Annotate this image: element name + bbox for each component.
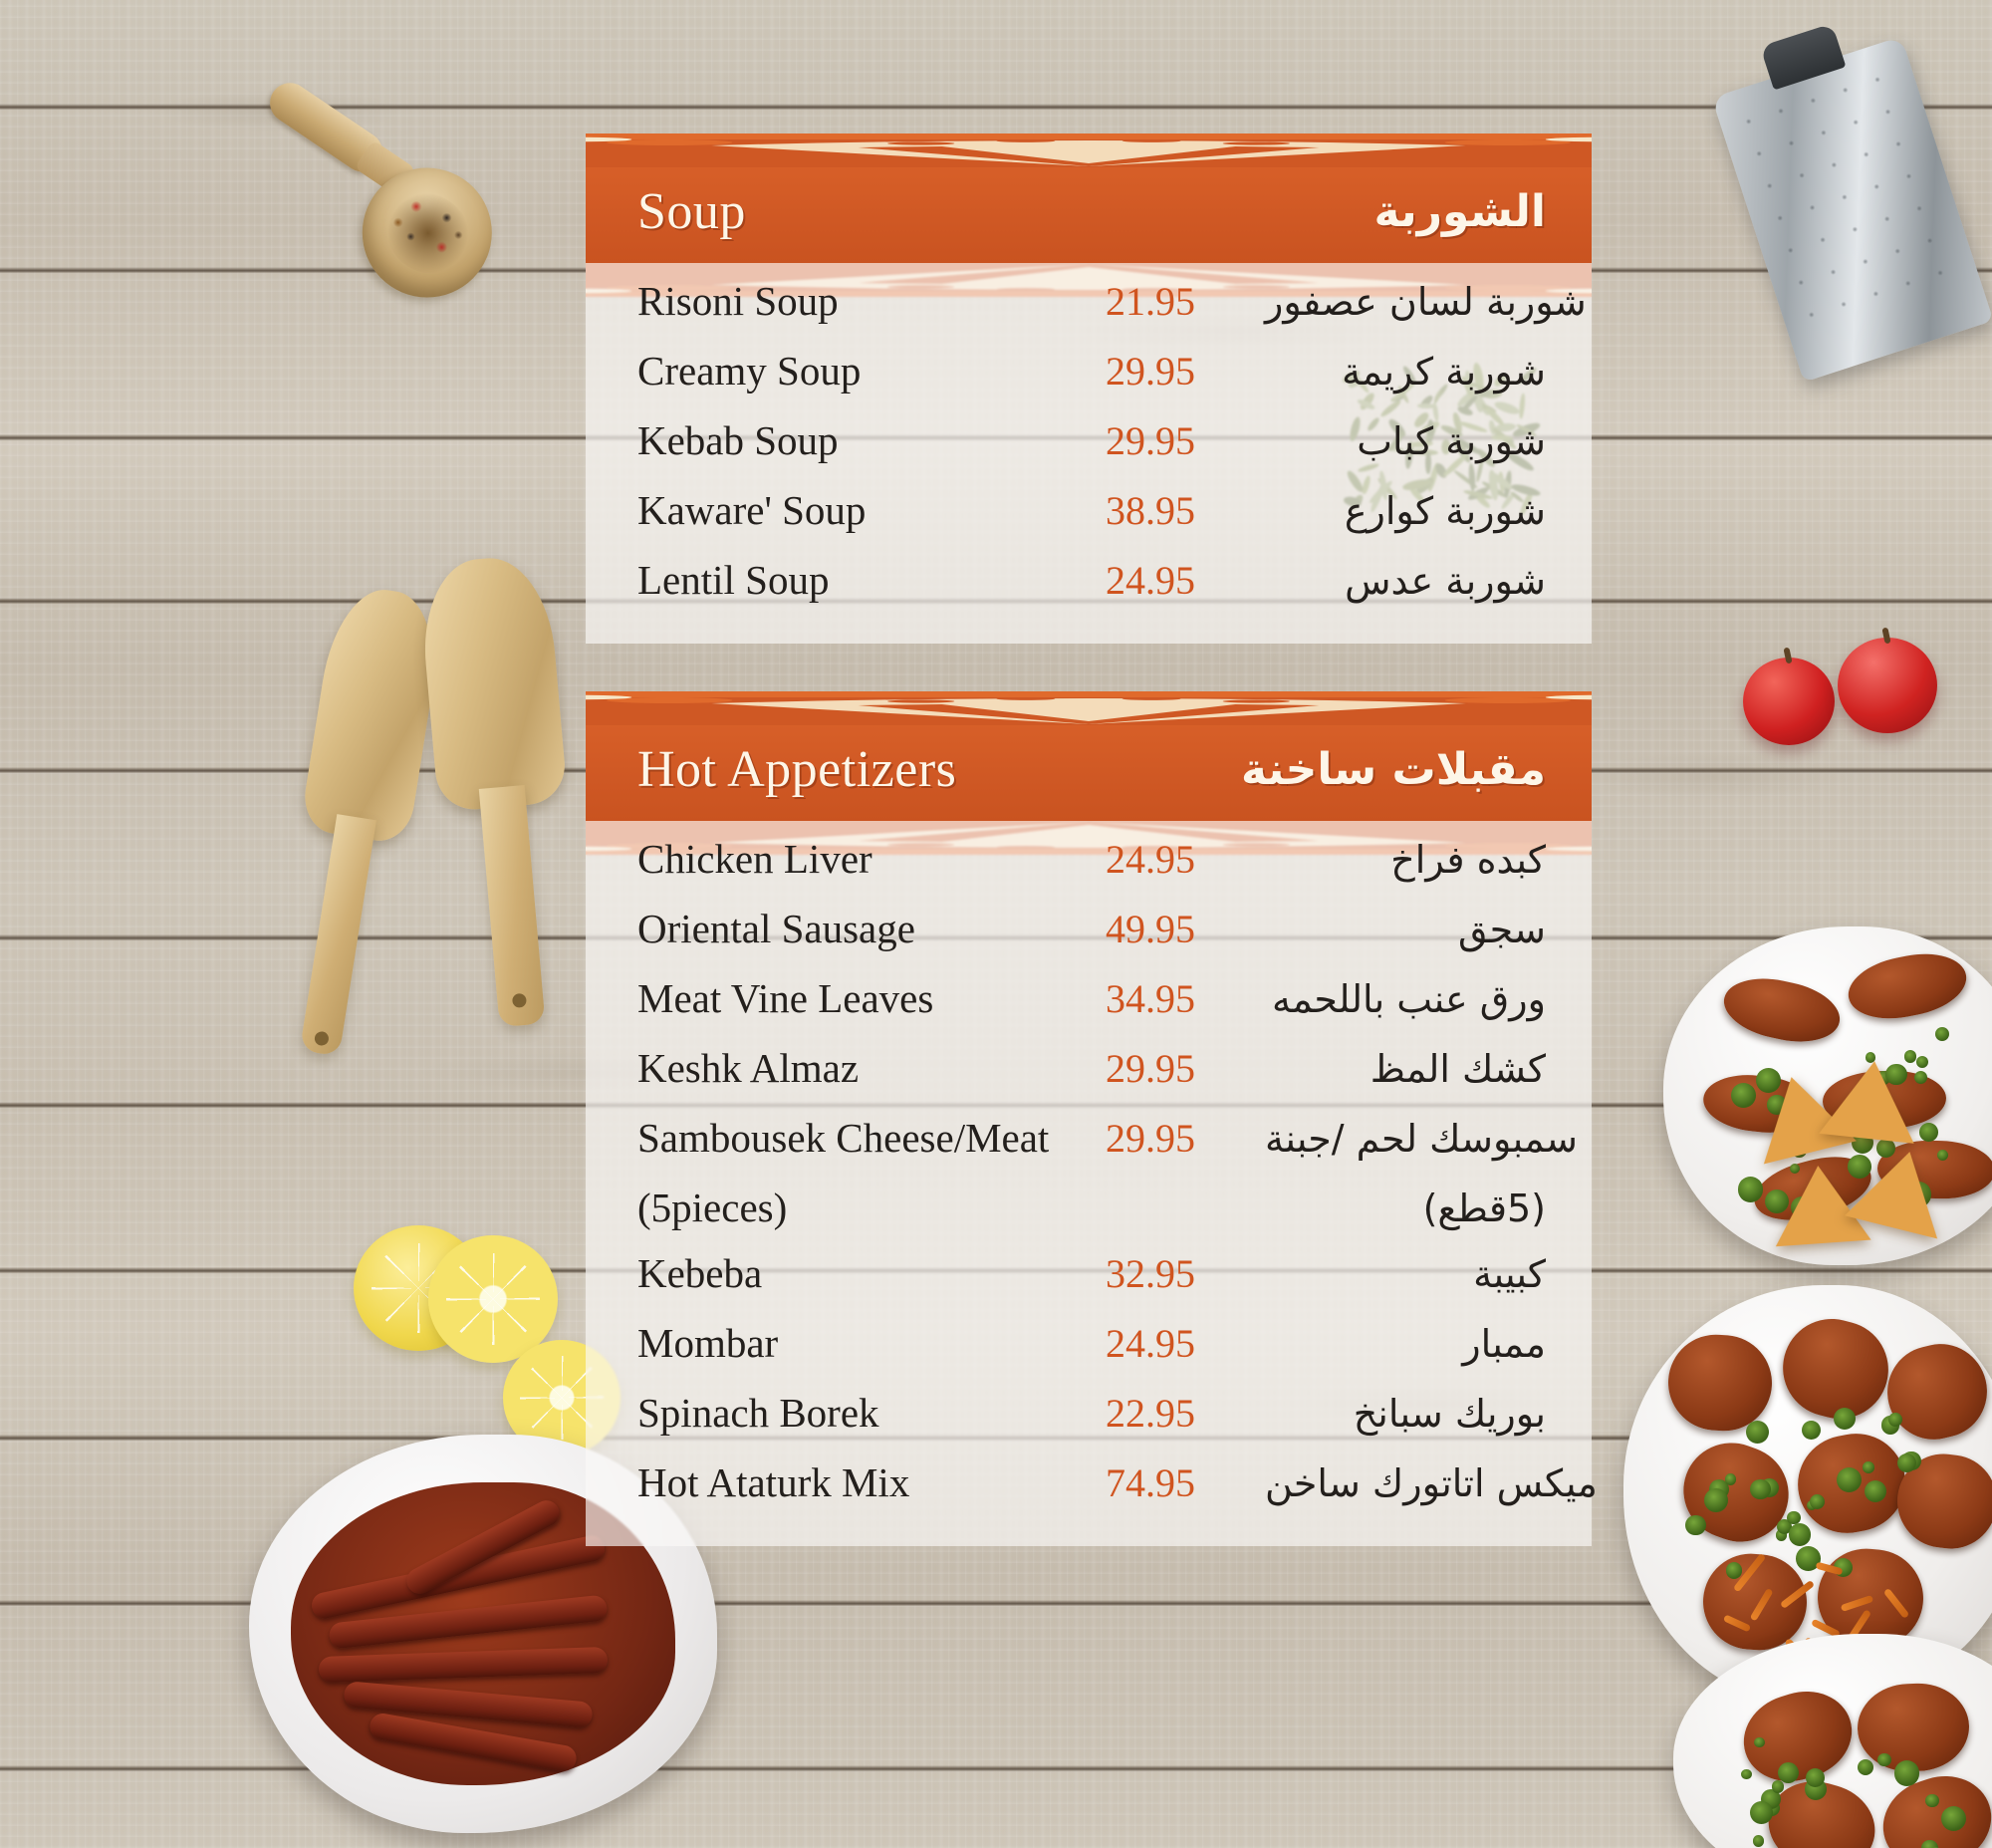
section-title-ar: الشوربة [1374, 190, 1547, 240]
menu-section-soup: Soup الشوربة Risoni So [586, 167, 1592, 644]
menu-item-price: 32.95 [1106, 1250, 1265, 1297]
menu-item-row: Chicken Liver 24.95 كبده فراخ [637, 829, 1546, 899]
menu-item-price: 24.95 [1106, 1320, 1265, 1367]
menu-item-name-ar: شوربة عدس [1265, 559, 1546, 603]
menu-item-price: 24.95 [1106, 836, 1265, 883]
menu-item-row: Creamy Soup 29.95 شوربة كريمة [637, 341, 1546, 410]
menu-item-price: 29.95 [1106, 417, 1265, 464]
menu-item-row: Meat Vine Leaves 34.95 ورق عنب باللحمه [637, 968, 1546, 1038]
menu-item-row: Oriental Sausage 49.95 سجق [637, 899, 1546, 968]
menu-item-name-ar: سمبوسك لحم /جبنة [1265, 1117, 1578, 1161]
menu-item-price: 21.95 [1106, 278, 1265, 325]
menu-item-name-en: Spinach Borek [637, 1389, 1106, 1437]
section-header-hot-appetizers: Hot Appetizers مقبلات ساخنة [586, 725, 1592, 821]
menu-item-name-ar: بوريك سبانخ [1265, 1392, 1546, 1436]
menu-item-name-ar: شوربة كباب [1265, 419, 1546, 463]
menu-item-name-ar: ميكس اتاتورك ساخن [1265, 1461, 1598, 1505]
menu-item-name-en: Keshk Almaz [637, 1044, 1106, 1092]
menu-item-name-ar: كشك المظ [1265, 1047, 1546, 1091]
menu-item-name-en: Kaware' Soup [637, 486, 1106, 534]
menu-item-name-en: Risoni Soup [637, 277, 1106, 325]
menu-item-name-en: Mombar [637, 1319, 1106, 1367]
ornament-lace-top [586, 691, 1592, 725]
menu-item-name-ar: ورق عنب باللحمه [1265, 977, 1546, 1021]
menu-item-name-en: (5pieces) [637, 1184, 1106, 1231]
menu-item-name-ar: سجق [1265, 908, 1546, 951]
menu-item-name-en: Kebab Soup [637, 416, 1106, 464]
menu-item-row: Spinach Borek 22.95 بوريك سبانخ [637, 1383, 1546, 1452]
menu-item-name-en: Chicken Liver [637, 835, 1106, 883]
ornament-lace-top [586, 133, 1592, 167]
section-items-soup: Risoni Soup 21.95 شوربة لسان عصفور Creamy S… [586, 263, 1592, 644]
menu-item-row: Kaware' Soup 38.95 شوربة كوارع [637, 480, 1546, 550]
menu-item-name-en: Oriental Sausage [637, 905, 1106, 952]
section-items-hot-appetizers: Chicken Liver 24.95 كبده فراخ Oriental Saus… [586, 821, 1592, 1546]
section-title-en: Soup [637, 186, 746, 244]
menu-item-name-en: Hot Ataturk Mix [637, 1458, 1106, 1506]
menu-item-price: 22.95 [1106, 1390, 1265, 1437]
menu-item-name-ar: شوربة كوارع [1265, 489, 1546, 533]
menu-item-row: Mombar 24.95 ممبار [637, 1313, 1546, 1383]
section-title-ar: مقبلات ساخنة [1241, 748, 1546, 798]
menu-item-name-ar: كبيبة [1265, 1252, 1546, 1296]
menu-item-row: Kebab Soup 29.95 شوربة كباب [637, 410, 1546, 480]
menu-item-row: Hot Ataturk Mix 74.95 ميكس اتاتورك ساخن [637, 1452, 1546, 1522]
menu-item-name-ar: كبده فراخ [1265, 838, 1546, 882]
menu-item-price: 74.95 [1106, 1459, 1265, 1506]
menu-item-price: 29.95 [1106, 348, 1265, 395]
menu-item-name-ar: شوربة لسان عصفور [1265, 280, 1587, 324]
menu-item-row: Kebeba 32.95 كبيبة [637, 1243, 1546, 1313]
menu-item-name-ar: ممبار [1265, 1322, 1546, 1366]
menu-item-row: Risoni Soup 21.95 شوربة لسان عصفور [637, 271, 1546, 341]
menu-item-name-en: Meat Vine Leaves [637, 974, 1106, 1022]
menu-item-price: 38.95 [1106, 487, 1265, 534]
section-header-soup: Soup الشوربة [586, 167, 1592, 263]
section-title-en: Hot Appetizers [637, 744, 956, 802]
menu-item-row: Lentil Soup 24.95 شوربة عدس [637, 550, 1546, 620]
menu-item-name-en: Sambousek Cheese/Meat [637, 1114, 1106, 1162]
menu-item-name-ar: شوربة كريمة [1265, 350, 1546, 394]
menu-item-row: Sambousek Cheese/Meat 29.95 سمبوسك لحم /جب… [637, 1108, 1546, 1178]
menu-item-row: Keshk Almaz 29.95 كشك المظ [637, 1038, 1546, 1108]
menu-section-hot-appetizers: Hot Appetizers مقبلات ساخنة [586, 725, 1592, 1546]
menu-item-price: 34.95 [1106, 975, 1265, 1022]
menu-item-price: 49.95 [1106, 906, 1265, 952]
menu-item-price: 29.95 [1106, 1045, 1265, 1092]
menu-item-price: 24.95 [1106, 557, 1265, 604]
menu-item-name-ar: (5قطع) [1265, 1187, 1546, 1230]
menu-item-price: 29.95 [1106, 1115, 1265, 1162]
menu-item-name-en: Creamy Soup [637, 347, 1106, 395]
menu-item-row: (5pieces) (5قطع) [637, 1178, 1546, 1243]
menu-item-name-en: Lentil Soup [637, 556, 1106, 604]
menu-item-name-en: Kebeba [637, 1249, 1106, 1297]
